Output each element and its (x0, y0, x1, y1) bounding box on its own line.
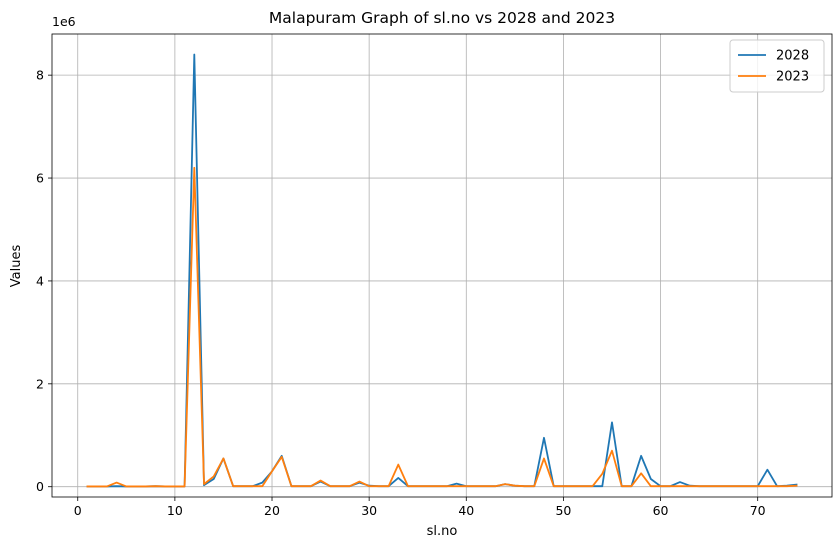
plot-frame (51, 33, 833, 498)
x-tick-label: 10 (167, 503, 183, 518)
y-tick-label: 6 (36, 171, 44, 186)
y-offset-label: 1e6 (52, 14, 76, 29)
y-axis-label: Values (9, 245, 24, 288)
legend-box (729, 39, 825, 93)
series-lines (86, 53, 798, 488)
x-tick-label: 70 (750, 503, 766, 518)
series-line-2023 (86, 166, 798, 488)
y-tick-label: 2 (36, 376, 44, 391)
axis-ticks: 0 10 20 30 40 50 60 70 0 2 4 6 8 (36, 68, 766, 518)
x-axis-label: sl.no (427, 524, 458, 539)
x-tick-label: 50 (555, 503, 571, 518)
y-tick-label: 0 (36, 479, 44, 494)
legend: 2028 2023 (729, 39, 825, 93)
legend-label: 2028 (776, 49, 809, 64)
x-tick-label: 60 (653, 503, 669, 518)
x-tick-label: 30 (361, 503, 377, 518)
legend-label: 2023 (776, 70, 809, 85)
chart-title: Malapuram Graph of sl.no vs 2028 and 202… (269, 9, 615, 27)
x-tick-label: 0 (74, 503, 82, 518)
x-tick-label: 40 (458, 503, 474, 518)
y-tick-label: 4 (36, 273, 44, 288)
x-tick-label: 20 (264, 503, 280, 518)
y-tick-label: 8 (36, 68, 44, 83)
